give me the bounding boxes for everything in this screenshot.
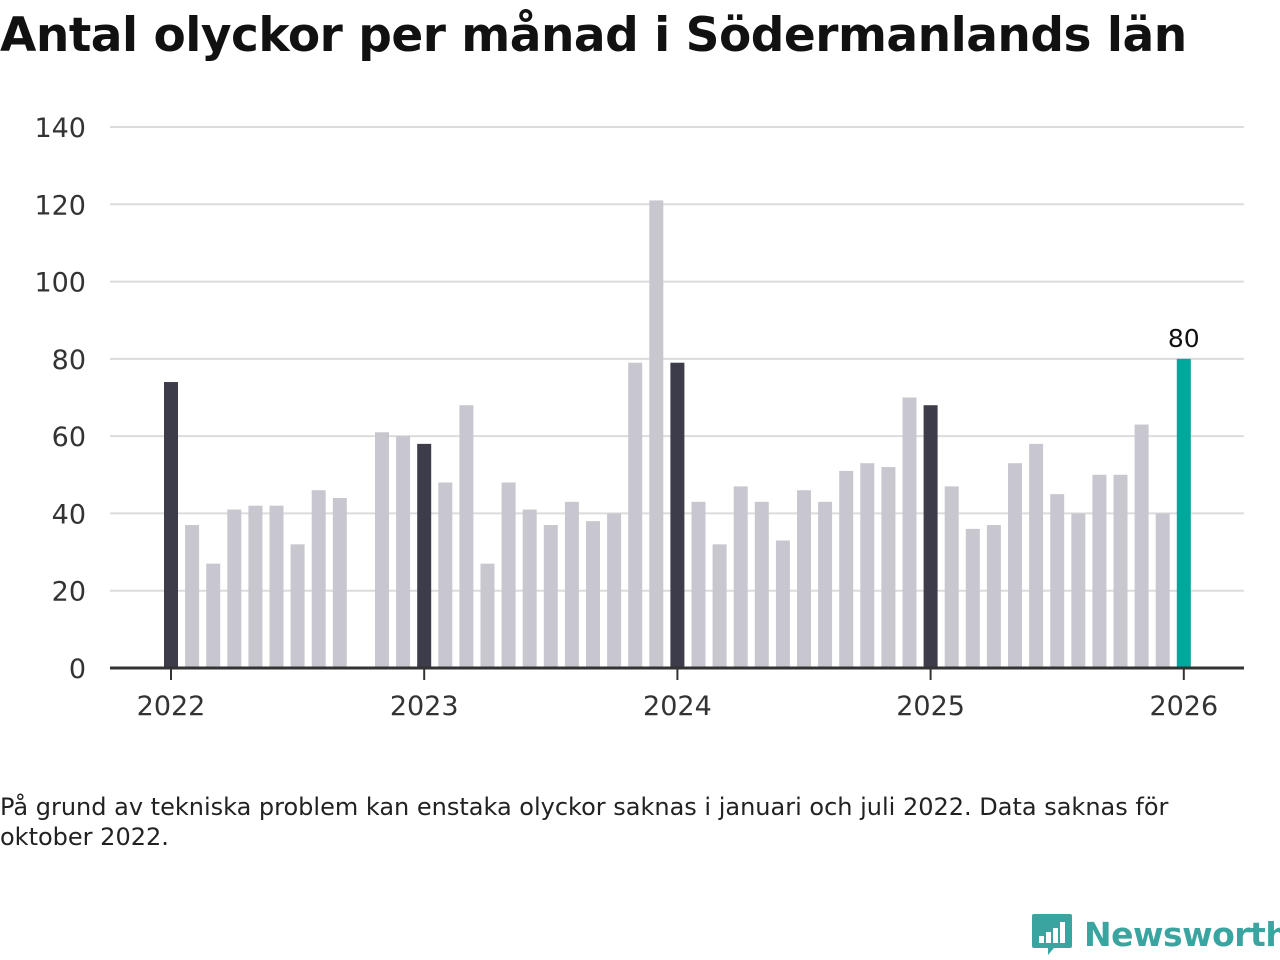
- bars: [164, 200, 1191, 668]
- bar-2022-05: [248, 505, 263, 668]
- bar-2024-07: [797, 490, 811, 668]
- bar-2023-11: [628, 362, 643, 668]
- bar-2025-12: [1155, 513, 1170, 668]
- bar-2025-11: [1134, 424, 1149, 668]
- bar-2022-04: [227, 509, 242, 668]
- labels: 0 20 40 60 80 100 120 140 2022 2023 2024 2025 2026 80: [34, 113, 1218, 722]
- y-tick-label: 120: [34, 190, 86, 221]
- y-tick-label: 100: [34, 268, 86, 299]
- bar-2023-04: [480, 563, 495, 668]
- brand[interactable]: Newsworthy: [1030, 908, 1280, 960]
- bar-2023-06: [522, 509, 537, 668]
- axes: [110, 666, 1244, 680]
- x-tick-label: 2026: [1149, 691, 1218, 722]
- bar-2022-07: [290, 544, 305, 668]
- brand-name: Newsworthy: [1084, 914, 1280, 954]
- bar-2024-05: [754, 501, 769, 668]
- bar-2024-06: [775, 540, 790, 668]
- footnote: På grund av tekniska problem kan enstaka…: [0, 793, 1169, 851]
- y-tick-label: 140: [34, 113, 86, 144]
- bar-2022-03: [206, 563, 221, 668]
- bar-chart: 0 20 40 60 80 100 120 140 2022 2023 2024 2025 2026 80: [34, 113, 1244, 722]
- bar-2025-08: [1071, 513, 1086, 668]
- y-tick-label: 60: [52, 422, 86, 453]
- bar-2023-07: [543, 525, 558, 668]
- bar-2023-02: [438, 482, 453, 668]
- bar-2024-11: [881, 467, 896, 668]
- bar-2022-12: [396, 436, 411, 668]
- x-tick-label: 2024: [643, 691, 712, 722]
- bar-2023-01: [417, 443, 432, 668]
- y-tick-label: 80: [52, 345, 86, 376]
- bar-2025-06: [1029, 443, 1044, 668]
- bar-2022-01: [164, 382, 178, 668]
- bar-2024-09: [839, 470, 854, 668]
- chart-title: Antal olyckor per månad i Södermanlands …: [0, 8, 1187, 63]
- x-tick-label: 2022: [137, 691, 206, 722]
- bar-2024-01: [670, 362, 685, 668]
- newsworthy-logo-icon: [1032, 914, 1072, 955]
- bar-2025-09: [1092, 474, 1107, 668]
- bar-2022-08: [311, 490, 326, 668]
- y-tick-label: 0: [69, 654, 86, 685]
- y-tick-label: 40: [52, 499, 86, 530]
- bar-2025-02: [944, 486, 959, 668]
- bar-2024-08: [818, 501, 833, 668]
- bar-2024-12: [902, 397, 917, 668]
- y-tick-label: 20: [52, 577, 86, 608]
- x-tick-label: 2025: [896, 691, 965, 722]
- bar-2026-01: [1176, 358, 1191, 668]
- bar-2025-10: [1113, 474, 1128, 668]
- bar-2024-03: [712, 544, 727, 668]
- bar-2022-02: [185, 525, 200, 668]
- bar-2023-03: [459, 405, 474, 668]
- bar-2023-05: [501, 482, 516, 668]
- bar-2022-06: [269, 505, 284, 668]
- bar-2023-12: [649, 200, 664, 668]
- bar-2023-08: [564, 501, 579, 668]
- bar-2023-09: [586, 521, 600, 668]
- data-label-latest: 80: [1168, 324, 1200, 353]
- bar-2022-11: [375, 432, 389, 668]
- x-tick-label: 2023: [390, 691, 459, 722]
- bar-2025-07: [1050, 494, 1065, 668]
- bar-2024-10: [860, 463, 875, 668]
- bar-2023-10: [607, 513, 622, 668]
- bar-2025-04: [986, 525, 1001, 668]
- bar-2025-03: [965, 528, 980, 668]
- bar-2025-05: [1008, 463, 1022, 668]
- bar-2024-02: [691, 501, 706, 668]
- bar-2024-04: [733, 486, 748, 668]
- bar-2025-01: [923, 405, 938, 668]
- bar-2022-09: [332, 497, 347, 668]
